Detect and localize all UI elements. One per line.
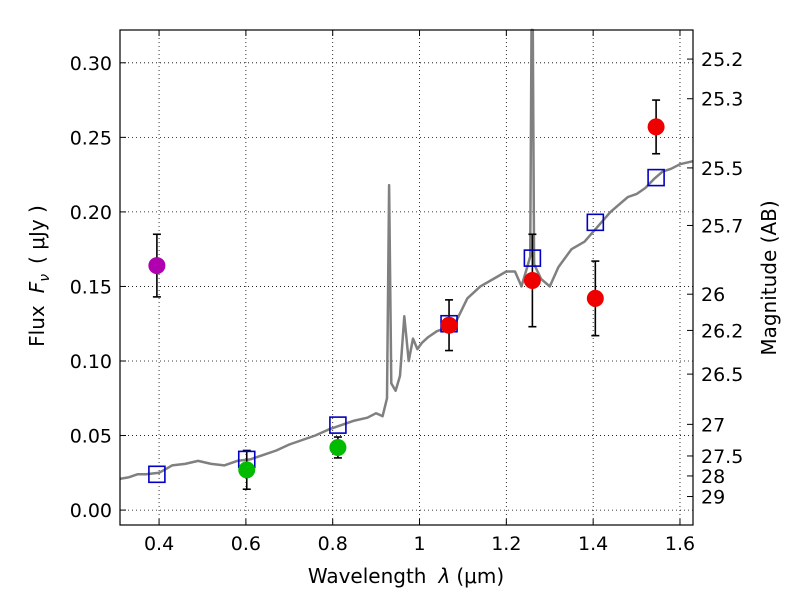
- spectrum-layer: [119, 28, 694, 481]
- y2-tick-label: 27.5: [701, 446, 743, 468]
- x-tick-label: 0.4: [144, 533, 174, 555]
- y-axis: 0.00 0.05 0.10 0.15 0.20 0.25 0.30: [70, 53, 126, 522]
- y2-tick-label: 29: [701, 487, 725, 509]
- observed-point: [329, 438, 347, 456]
- observed-point: [440, 316, 458, 334]
- y-tick-label: 0.05: [70, 426, 112, 448]
- model-photometry-square: [329, 416, 347, 434]
- x-tick-label: 0.6: [231, 533, 261, 555]
- observed-point: [523, 271, 541, 289]
- y-tick-label: 0.10: [70, 351, 112, 373]
- x-tick-label: 1.6: [665, 533, 695, 555]
- y2-tick-label: 25.3: [701, 89, 743, 111]
- y-tick-label: 0.30: [70, 53, 112, 75]
- model-spectrum-line: [119, 28, 694, 481]
- y2-tick-label: 26.2: [701, 320, 743, 342]
- x-axis: 0.4 0.6 0.8 1 1.2 1.4 1.6: [144, 30, 695, 555]
- observed-point: [647, 118, 665, 136]
- x-tick-label: 1.2: [491, 533, 521, 555]
- y-tick-label: 0.00: [70, 500, 112, 522]
- errorbar-layer: [152, 99, 661, 491]
- model-photometry-square: [148, 465, 166, 484]
- y2-tick-label: 28: [701, 466, 725, 488]
- y-axis-label: FluxFν( μJy ): [25, 205, 53, 347]
- model-photometry-square: [523, 249, 542, 267]
- x-tick-label: 1.4: [578, 533, 608, 555]
- x-axis-label: Wavelength λ (μm): [308, 564, 504, 588]
- y-tick-label: 0.25: [70, 127, 112, 149]
- observed-point: [238, 461, 256, 479]
- plot-frame: [119, 29, 694, 526]
- y2-tick-label: 26: [701, 284, 725, 306]
- model-photometry-square: [586, 213, 605, 232]
- grid-layer: [120, 30, 693, 525]
- model-photometry-square: [647, 168, 665, 187]
- y2-tick-label: 25.2: [701, 49, 743, 71]
- observed-point: [586, 289, 604, 307]
- y2-axis-label: Magnitude (AB): [757, 200, 781, 355]
- y2-tick-label: 27: [701, 414, 725, 436]
- y2-tick-label: 26.5: [701, 364, 743, 386]
- y-tick-label: 0.15: [70, 276, 112, 298]
- observed-point: [148, 257, 166, 275]
- y-tick-label: 0.20: [70, 202, 112, 224]
- square-layer: [148, 168, 665, 484]
- y2-tick-label: 25.7: [701, 215, 743, 237]
- point-layer: [148, 118, 665, 479]
- x-tick-label: 1: [413, 533, 425, 555]
- x-tick-label: 0.8: [318, 533, 348, 555]
- y2-tick-label: 25.5: [701, 158, 743, 180]
